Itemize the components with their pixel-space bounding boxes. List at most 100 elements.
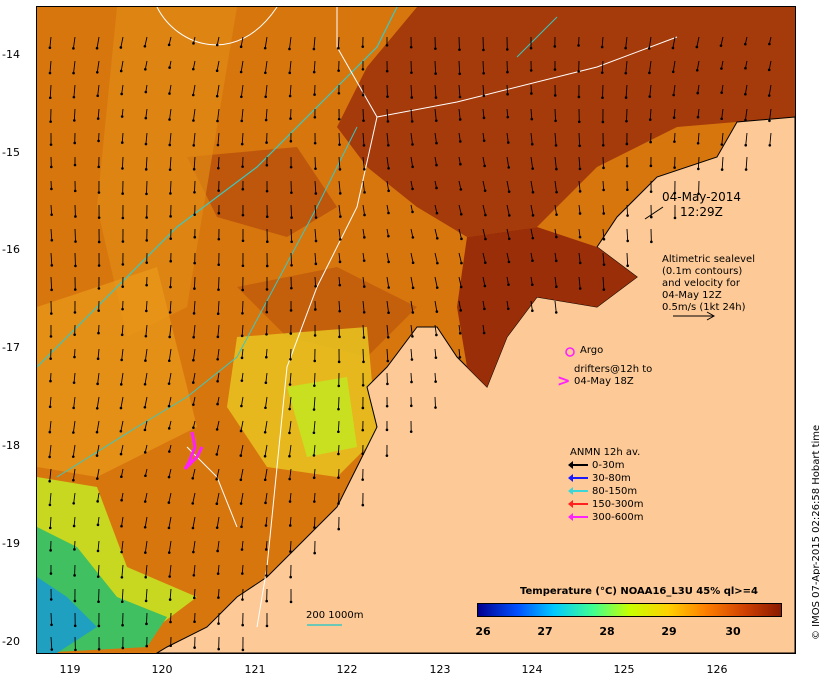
map-time: 12:29Z xyxy=(680,205,723,219)
velocity-arrow xyxy=(240,396,244,407)
velocity-arrow-head xyxy=(553,45,557,48)
velocity-arrow xyxy=(241,108,244,121)
velocity-arrow-head xyxy=(314,284,317,288)
velocity-arrow-head xyxy=(337,430,340,434)
anmn-legend-item: 0-30m xyxy=(568,460,624,472)
velocity-arrow-head xyxy=(719,44,723,47)
velocity-arrow-head xyxy=(217,189,220,192)
velocity-arrow-head xyxy=(217,263,221,267)
velocity-arrow xyxy=(769,132,772,146)
velocity-arrow-head xyxy=(119,46,123,49)
velocity-arrow xyxy=(313,36,316,50)
velocity-arrow-head xyxy=(288,454,291,458)
velocity-arrow-head xyxy=(96,523,100,527)
velocity-arrow-head xyxy=(289,550,292,553)
velocity-arrow xyxy=(193,132,196,146)
velocity-arrow-head xyxy=(265,574,268,577)
altimetry-note: Altimetric sealevel xyxy=(662,254,755,265)
velocity-arrow xyxy=(50,276,53,290)
map-date: 04-May-2014 xyxy=(662,190,742,204)
velocity-arrow-head xyxy=(744,66,747,70)
velocity-arrow xyxy=(362,276,365,287)
velocity-arrow-head xyxy=(120,498,123,502)
velocity-arrow-head xyxy=(435,236,439,240)
velocity-arrow xyxy=(314,228,317,241)
velocity-arrow-head xyxy=(216,143,220,147)
velocity-arrow-head xyxy=(263,478,267,482)
velocity-arrow-head xyxy=(507,237,511,241)
velocity-arrow-head xyxy=(145,644,149,648)
velocity-arrow-head xyxy=(411,187,414,191)
velocity-arrow xyxy=(289,60,292,73)
velocity-arrow-head xyxy=(530,142,534,146)
velocity-arrow-head xyxy=(265,163,269,167)
velocity-arrow-head xyxy=(626,188,629,192)
velocity-arrow-head xyxy=(484,213,487,217)
velocity-arrow xyxy=(289,540,292,552)
velocity-arrow-head xyxy=(192,596,196,600)
velocity-arrow xyxy=(265,396,268,408)
velocity-arrow xyxy=(314,180,317,194)
velocity-arrow xyxy=(144,372,148,385)
velocity-arrow xyxy=(144,516,148,528)
velocity-arrow-head xyxy=(313,334,317,337)
velocity-arrow-head xyxy=(434,72,437,75)
velocity-arrow-head xyxy=(434,96,438,99)
velocity-arrow-head xyxy=(168,450,171,453)
velocity-arrow-head xyxy=(144,142,148,146)
velocity-arrow-head xyxy=(362,259,366,262)
velocity-arrow-head xyxy=(506,92,509,96)
velocity-arrow xyxy=(458,228,462,239)
velocity-arrow-head xyxy=(120,600,124,604)
velocity-arrow-head xyxy=(507,260,511,264)
velocity-arrow-head xyxy=(97,624,101,628)
credit-text: © IMOS 07-Apr-2015 02:26:58 Hobart time xyxy=(811,424,820,640)
velocity-arrow-head xyxy=(74,264,77,268)
lon-label: 123 xyxy=(429,663,451,676)
velocity-arrow-head xyxy=(121,216,125,220)
coastal-warm-fringe xyxy=(457,227,637,387)
velocity-arrow xyxy=(602,228,605,240)
velocity-arrow xyxy=(578,180,581,192)
velocity-arrow xyxy=(193,276,196,289)
velocity-arrow-head xyxy=(338,168,342,171)
velocity-arrow xyxy=(506,252,510,262)
lat-label: -14 xyxy=(2,48,20,61)
velocity-arrow xyxy=(362,132,365,146)
velocity-arrow-head xyxy=(167,551,171,554)
velocity-arrow-head xyxy=(290,263,293,267)
velocity-arrow-head xyxy=(553,68,557,71)
velocity-arrow-head xyxy=(435,141,438,145)
velocity-arrow-head xyxy=(554,119,557,123)
velocity-arrow xyxy=(410,108,413,122)
velocity-arrow xyxy=(530,108,533,120)
velocity-arrow xyxy=(168,516,172,528)
velocity-arrow-head xyxy=(313,384,316,387)
velocity-arrow xyxy=(697,84,700,94)
velocity-arrow xyxy=(386,204,389,214)
velocity-arrow xyxy=(265,372,268,383)
velocity-arrow-head xyxy=(672,116,676,119)
velocity-arrow-head xyxy=(119,452,123,456)
velocity-arrow xyxy=(192,84,196,96)
velocity-arrow-head xyxy=(314,239,318,243)
velocity-arrow-head xyxy=(458,48,461,51)
velocity-arrow xyxy=(168,540,172,553)
velocity-arrow-head xyxy=(673,191,677,195)
velocity-arrow-head xyxy=(144,116,148,120)
bathy-contour-1000 xyxy=(56,126,358,478)
sst-map[interactable]: > xyxy=(36,6,796,654)
velocity-arrow xyxy=(482,252,486,263)
velocity-arrow-head xyxy=(483,261,487,264)
velocity-arrow-head xyxy=(121,623,124,627)
velocity-arrow-head xyxy=(578,212,582,215)
velocity-arrow-head xyxy=(144,168,148,171)
land-mass xyxy=(156,116,795,653)
velocity-arrow xyxy=(49,36,52,48)
velocity-arrow-head xyxy=(312,476,316,480)
velocity-arrow xyxy=(265,564,268,576)
velocity-arrow-head xyxy=(216,357,219,361)
velocity-arrow-head xyxy=(48,71,52,75)
velocity-arrow xyxy=(144,420,148,430)
velocity-arrow-head xyxy=(313,359,317,363)
